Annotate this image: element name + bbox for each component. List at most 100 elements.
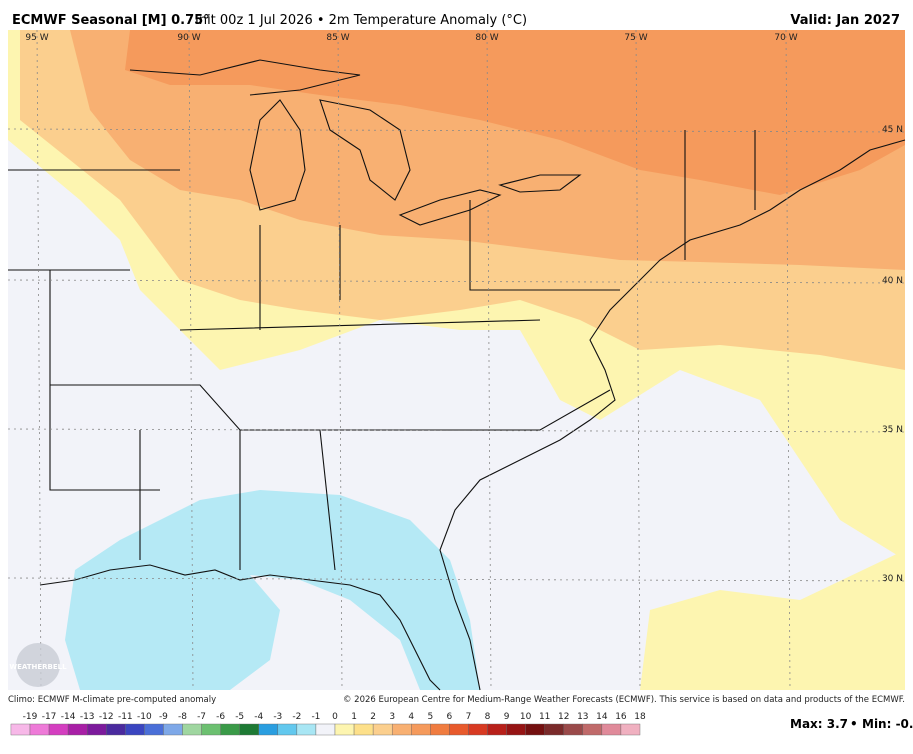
anomaly-blue xyxy=(65,490,480,690)
atlantic-coast xyxy=(439,139,906,691)
lake-ontario xyxy=(498,174,582,193)
gulf-coast xyxy=(39,564,441,691)
colorbar-label: -5 xyxy=(235,712,244,722)
color-swatch xyxy=(487,723,507,736)
lake-michigan xyxy=(249,99,306,211)
latitude-label: 30 N xyxy=(882,574,903,584)
logo: WEATHERBELL xyxy=(9,663,67,671)
logo-mark xyxy=(16,643,60,687)
coastlines xyxy=(8,59,906,691)
colorbar-label: 13 xyxy=(577,712,588,722)
color-swatch xyxy=(29,723,50,736)
meridian xyxy=(188,29,194,691)
color-swatch xyxy=(430,723,450,736)
colorbar-label: 2 xyxy=(370,712,376,722)
color-swatch xyxy=(582,723,603,736)
meridian xyxy=(785,29,791,691)
color-swatch xyxy=(468,723,488,736)
longitude-label: 85 W xyxy=(326,33,349,43)
color-swatch xyxy=(506,723,526,736)
lake-erie xyxy=(398,189,502,226)
color-swatch xyxy=(449,723,469,736)
colorbar-label: -6 xyxy=(216,712,225,722)
colorbar-label: -11 xyxy=(118,712,133,722)
color-swatch xyxy=(563,723,584,736)
colorbar-label: 10 xyxy=(520,712,532,722)
max-stat: Max: 3.7 xyxy=(790,717,848,731)
meridian xyxy=(337,29,343,691)
color-swatch xyxy=(201,723,221,736)
colorbar-label: 5 xyxy=(427,712,433,722)
color-swatch xyxy=(315,723,336,736)
color-swatch xyxy=(391,723,412,736)
colorbar-label: 0 xyxy=(332,712,338,722)
longitude-label: 70 W xyxy=(774,33,797,43)
title: ECMWF Seasonal [M] 0.75° xyxy=(12,13,210,28)
copyright: © 2026 European Centre for Medium-Range … xyxy=(343,695,905,705)
valid-date: Valid: Jan 2027 xyxy=(790,13,900,28)
longitude-label: 80 W xyxy=(475,33,498,43)
color-swatch xyxy=(620,723,641,736)
colorbar-label: -7 xyxy=(197,712,206,722)
color-swatch xyxy=(411,723,431,736)
longitude-label: 90 W xyxy=(177,33,200,43)
colorbar-label: -4 xyxy=(254,712,263,722)
color-swatch xyxy=(372,723,393,736)
colorbar-label: 12 xyxy=(558,712,569,722)
color-swatch xyxy=(163,723,183,736)
colorbar-label: -8 xyxy=(178,712,187,722)
color-swatch xyxy=(125,723,145,736)
graticule: 95 W 90 W 85 W 80 W 75 W 70 W 45 N 40 N 35 N 30 N xyxy=(7,29,906,691)
colorbar-label: 14 xyxy=(596,712,608,722)
colorbar-label: -13 xyxy=(80,712,95,722)
color-swatch xyxy=(182,723,202,736)
color-swatch xyxy=(144,723,164,736)
lake-superior xyxy=(129,59,361,96)
color-swatch xyxy=(601,723,622,736)
colorbar-label: 9 xyxy=(504,712,510,722)
color-swatch xyxy=(258,723,279,736)
subtitle: Init 00z 1 Jul 2026 • 2m Temperature Ano… xyxy=(195,13,527,28)
colorbar-label: -10 xyxy=(137,712,152,722)
colorbar-label: -2 xyxy=(292,712,301,722)
colorbar-label: -3 xyxy=(273,712,282,722)
separator: • xyxy=(850,717,858,731)
colorbar-label: 8 xyxy=(485,712,491,722)
min-stat: Min: -0.8 xyxy=(862,717,913,731)
colorbar-label: 16 xyxy=(615,712,627,722)
anomaly-dark-orange xyxy=(125,30,905,195)
meridian xyxy=(635,29,641,691)
colorbar: -19 -17 -14 -13 -12 -11 -10 -9 -8 -7 -6 -5 -4 -3 -2 -1 0… xyxy=(10,712,646,736)
lake-huron xyxy=(319,99,411,201)
climo-note: Climo: ECMWF M-climate pre-computed anom… xyxy=(8,695,216,705)
colorbar-label: 4 xyxy=(408,712,414,722)
color-swatch xyxy=(544,723,564,736)
colorbar-label: 3 xyxy=(389,712,395,722)
map: 95 W 90 W 85 W 80 W 75 W 70 W 45 N 40 N 35 N 30 N… xyxy=(7,29,906,691)
color-swatch xyxy=(48,723,69,736)
color-swatch xyxy=(353,723,374,736)
longitude-label: 95 W xyxy=(25,33,48,43)
latitude-label: 35 N xyxy=(882,425,903,435)
colorbar-label: 1 xyxy=(351,712,357,722)
color-swatch xyxy=(525,723,545,736)
meridian xyxy=(36,29,42,691)
longitude-label: 75 W xyxy=(624,33,647,43)
colorbar-label: 7 xyxy=(466,712,472,722)
state-borders xyxy=(8,130,756,571)
colorbar-label: -9 xyxy=(159,712,168,722)
colorbar-label: -14 xyxy=(61,712,76,722)
color-swatch xyxy=(67,723,88,736)
colorbar-label: -17 xyxy=(42,712,57,722)
colorbar-label: -19 xyxy=(23,712,38,722)
color-swatch xyxy=(106,723,126,736)
colorbar-label: -1 xyxy=(311,712,320,722)
anomaly-yellow-south xyxy=(640,550,905,690)
color-swatch xyxy=(239,723,259,736)
latitude-label: 45 N xyxy=(882,125,903,135)
color-swatch xyxy=(86,723,107,736)
meridian xyxy=(486,29,492,691)
color-swatch xyxy=(10,723,31,736)
colorbar-label: 11 xyxy=(539,712,550,722)
